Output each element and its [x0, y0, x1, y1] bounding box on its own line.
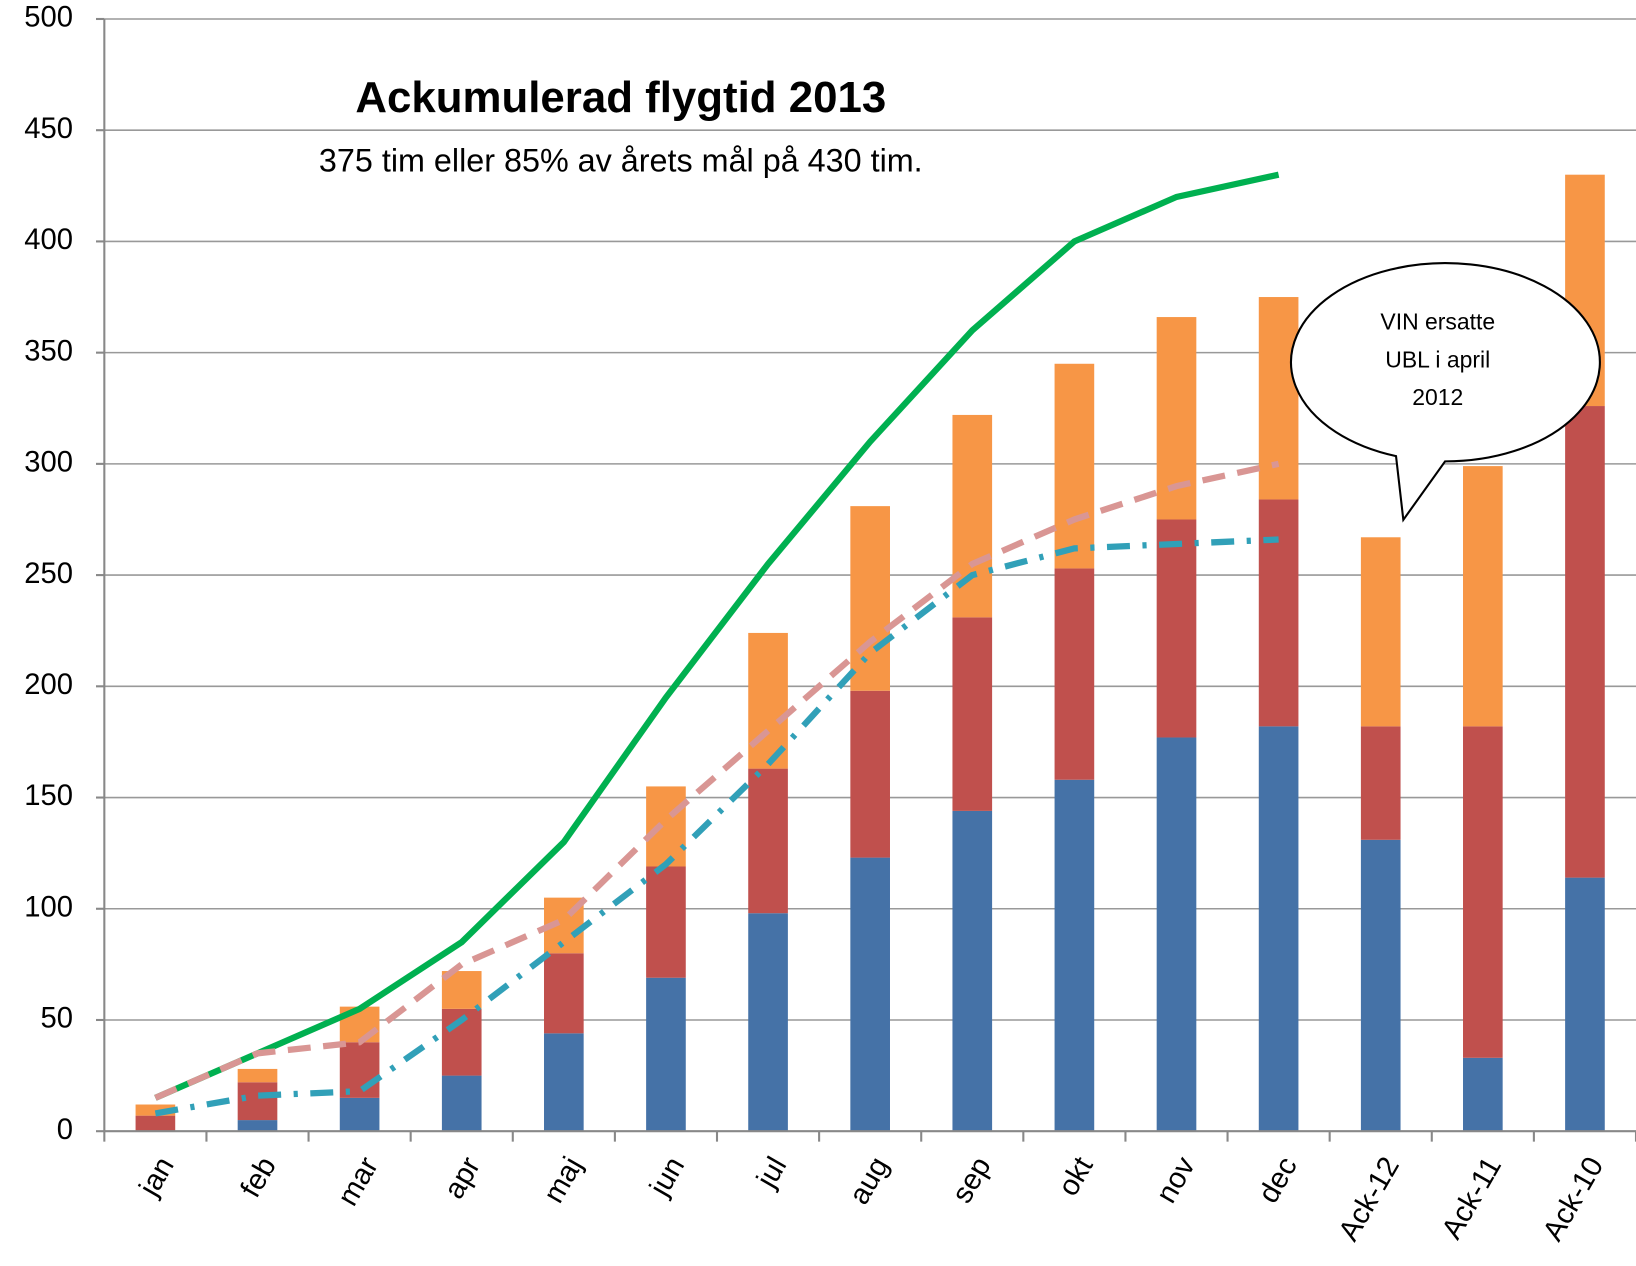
- bar-segment: [646, 866, 686, 978]
- lines: [154, 171, 1280, 1117]
- bar-segment: [850, 690, 890, 858]
- y-tick-label: 300: [24, 447, 73, 479]
- x-tick-label: aug: [843, 1152, 895, 1210]
- bar-segment: [1156, 519, 1197, 738]
- bar-segment: [1565, 877, 1605, 1132]
- bar-segment: [1258, 726, 1299, 1132]
- annotation-line: UBL i april: [1385, 346, 1490, 372]
- x-tick-label: apr: [438, 1152, 487, 1205]
- bar-segment: [1360, 726, 1401, 840]
- bar-segment: [1360, 537, 1401, 727]
- x-tick-label: jan: [133, 1152, 181, 1203]
- bar-segment: [952, 810, 993, 1132]
- x-tick-label: jul: [751, 1152, 794, 1194]
- bar-segment: [850, 506, 890, 691]
- y-tick-label: 500: [24, 2, 73, 34]
- callout: [1290, 262, 1601, 523]
- y-tick-label: 450: [24, 113, 73, 145]
- bar-segment: [1463, 466, 1503, 727]
- bar-segment: [952, 617, 993, 811]
- bar-segment: [237, 1068, 278, 1083]
- bar-segment: [1565, 406, 1605, 878]
- bar-segment: [1054, 568, 1095, 780]
- bar-segment: [135, 1104, 176, 1116]
- x-tick-label: Ack-10: [1537, 1152, 1610, 1247]
- line-series: [154, 536, 1279, 1117]
- y-tick-label: 0: [57, 1114, 73, 1146]
- bar-segment: [1258, 297, 1299, 500]
- x-tick-label: Ack-11: [1436, 1152, 1508, 1245]
- y-tick-label: 100: [24, 891, 73, 923]
- bar-segment: [544, 1033, 584, 1132]
- bar-segment: [1463, 1057, 1503, 1132]
- chart-title: Ackumulerad flygtid 2013: [355, 73, 886, 122]
- bar-segment: [441, 1075, 482, 1132]
- bar-segment: [1360, 839, 1401, 1132]
- bar-segment: [237, 1120, 278, 1132]
- x-tick-label: sep: [946, 1152, 997, 1209]
- annotation-line: 2012: [1412, 384, 1463, 410]
- bar-segment: [1463, 726, 1503, 1058]
- y-tick-label: 400: [24, 224, 73, 256]
- x-tick-label: dec: [1253, 1152, 1304, 1209]
- x-tick-label: mar: [332, 1152, 385, 1212]
- y-tick-label: 250: [24, 558, 73, 590]
- bar-segment: [135, 1115, 176, 1132]
- x-tick-label: jun: [644, 1152, 692, 1203]
- bar-segment: [1258, 499, 1299, 727]
- bar-segment: [850, 857, 890, 1132]
- y-tick-label: 150: [24, 780, 73, 812]
- annotation-line: VIN ersatte: [1380, 309, 1495, 335]
- bar-segment: [748, 768, 788, 914]
- y-tick-label: 200: [24, 669, 73, 701]
- bar-segment: [748, 913, 788, 1132]
- x-tick-label: feb: [235, 1152, 283, 1203]
- x-tick-label: maj: [538, 1152, 589, 1209]
- bar-segment: [1156, 737, 1197, 1132]
- bar-segment: [544, 953, 584, 1034]
- bar-segment: [646, 977, 686, 1132]
- bar-segment: [237, 1082, 278, 1121]
- y-tick-label: 50: [41, 1003, 73, 1035]
- x-tick-label: Ack-12: [1333, 1152, 1406, 1247]
- x-tick-label: okt: [1052, 1152, 1099, 1202]
- bar-segment: [646, 786, 686, 867]
- line-series: [154, 171, 1280, 1101]
- bar-segment: [339, 1042, 380, 1098]
- line-series: [154, 460, 1280, 1101]
- y-tick-label: 350: [24, 335, 73, 367]
- bar-segment: [339, 1097, 380, 1132]
- chart-subtitle: 375 tim eller 85% av årets mål på 430 ti…: [319, 143, 923, 179]
- bar-segment: [1054, 779, 1095, 1132]
- x-tick-label: nov: [1151, 1151, 1202, 1208]
- bar-segment: [1054, 363, 1095, 569]
